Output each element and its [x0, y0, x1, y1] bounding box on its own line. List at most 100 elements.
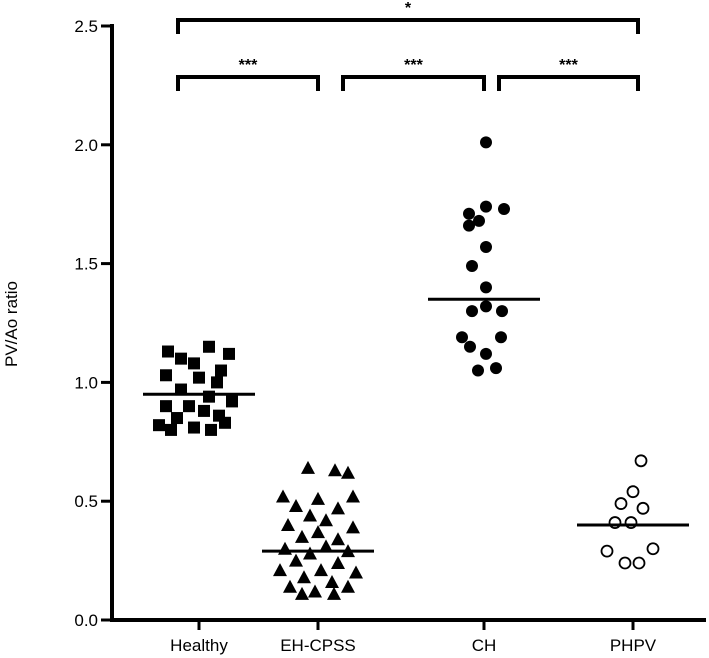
- data-point: [203, 340, 215, 353]
- data-point: [193, 371, 205, 384]
- data-point: [165, 423, 177, 436]
- data-point: [331, 501, 345, 515]
- data-point: [480, 240, 492, 253]
- data-point: [314, 563, 328, 577]
- data-point: [496, 305, 508, 318]
- data-point: [203, 390, 215, 403]
- data-point: [162, 345, 174, 358]
- data-point: [188, 421, 200, 434]
- data-point: [634, 454, 648, 468]
- data-point: [297, 570, 311, 584]
- data-point: [289, 498, 303, 512]
- data-point: [480, 347, 492, 360]
- data-point: [281, 517, 295, 531]
- data-point: [319, 513, 333, 527]
- data-point: [273, 563, 287, 577]
- y-tick-label: 1.5: [74, 255, 98, 274]
- data-point: [472, 364, 484, 377]
- data-point: [303, 546, 317, 560]
- significance-bracket: [176, 18, 640, 34]
- data-point: [171, 412, 183, 425]
- data-point: [495, 331, 507, 344]
- data-point: [466, 259, 478, 272]
- data-point: [303, 508, 317, 522]
- median-lines: [143, 297, 689, 553]
- data-point: [646, 542, 660, 556]
- data-point: [211, 376, 223, 389]
- data-point: [463, 219, 475, 232]
- data-point: [341, 465, 355, 479]
- data-point: [346, 489, 360, 503]
- data-point: [205, 423, 217, 436]
- data-point: [295, 586, 309, 600]
- data-point: [480, 136, 492, 149]
- data-point: [466, 305, 478, 318]
- y-axis-label: PV/Ao ratio: [2, 281, 21, 367]
- x-category-label: CH: [472, 636, 497, 655]
- data-points: [153, 136, 660, 600]
- data-point: [223, 347, 235, 360]
- data-point: [278, 541, 292, 555]
- data-point: [349, 565, 363, 579]
- data-point: [480, 281, 492, 294]
- data-point: [327, 586, 341, 600]
- y-tick-label: 2.5: [74, 17, 98, 36]
- data-point: [498, 202, 510, 215]
- data-point: [175, 352, 187, 365]
- significance-label: ***: [404, 57, 423, 74]
- data-point: [175, 383, 187, 396]
- data-point: [626, 485, 640, 499]
- data-point: [295, 529, 309, 543]
- data-point: [341, 579, 355, 593]
- data-point: [636, 501, 650, 515]
- data-point: [346, 520, 360, 534]
- x-category-label: EH-CPSS: [280, 636, 356, 655]
- data-point: [632, 556, 646, 570]
- data-point: [480, 300, 492, 313]
- data-point: [600, 544, 614, 558]
- y-tick-label: 0.0: [74, 611, 98, 630]
- significance-label: *: [405, 0, 412, 17]
- x-category-label: Healthy: [170, 636, 228, 655]
- data-point: [183, 400, 195, 413]
- data-point: [331, 555, 345, 569]
- y-tick-label: 0.5: [74, 492, 98, 511]
- data-point: [215, 364, 227, 377]
- data-point: [319, 539, 333, 553]
- data-point: [198, 404, 210, 417]
- x-category-label: PHPV: [610, 636, 657, 655]
- data-point: [328, 463, 342, 477]
- significance-bracket: [497, 75, 640, 91]
- significance-label: ***: [239, 57, 258, 74]
- data-point: [289, 553, 303, 567]
- data-point: [456, 331, 468, 344]
- data-point: [311, 525, 325, 539]
- data-point: [160, 400, 172, 413]
- data-point: [464, 340, 476, 353]
- data-point: [160, 369, 172, 382]
- data-point: [480, 200, 492, 213]
- data-point: [283, 579, 297, 593]
- data-point: [614, 497, 628, 510]
- significance-bracket: [176, 75, 320, 91]
- data-point: [325, 574, 339, 588]
- axes: 0.0 0.5 1.0 1.5 2.0 2.5 Healthy EH-CPSS CH PHPV: [74, 17, 706, 655]
- data-point: [188, 357, 200, 370]
- data-point: [331, 532, 345, 546]
- data-point: [153, 419, 165, 432]
- data-point: [226, 395, 238, 408]
- data-point: [463, 207, 475, 220]
- significance-brackets: **** *** ***: [176, 0, 640, 91]
- data-point: [473, 214, 485, 227]
- y-tick-label: 1.0: [74, 373, 98, 392]
- data-point: [490, 362, 502, 375]
- data-point: [276, 489, 290, 503]
- data-point: [301, 460, 315, 474]
- data-point: [308, 584, 322, 598]
- significance-label: ***: [559, 57, 578, 74]
- data-point: [618, 556, 632, 570]
- data-point: [219, 416, 231, 429]
- data-point: [311, 491, 325, 505]
- y-tick-label: 2.0: [74, 136, 98, 155]
